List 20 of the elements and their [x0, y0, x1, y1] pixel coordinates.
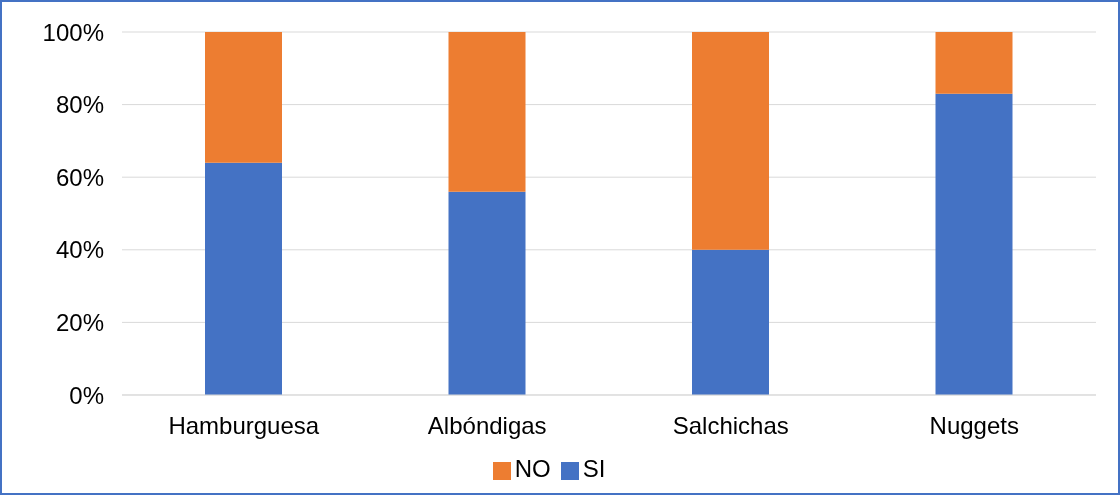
- bar: [205, 162, 282, 395]
- bar: [935, 93, 1013, 395]
- x-tick-label: Albóndigas: [427, 412, 547, 440]
- bar: [205, 32, 282, 163]
- bar: [692, 32, 769, 250]
- y-tick-label: 40%: [55, 236, 104, 264]
- bar: [448, 191, 526, 395]
- bar: [692, 249, 769, 395]
- y-tick-label: 80%: [55, 91, 104, 119]
- y-tick-label: 60%: [55, 163, 104, 191]
- bar: [935, 32, 1013, 94]
- bar: [448, 32, 526, 192]
- y-tick-label: 100%: [42, 18, 104, 46]
- legend-label: SI: [582, 455, 606, 482]
- legend-label: NO: [514, 455, 551, 482]
- y-tick-label: 20%: [55, 308, 104, 336]
- x-tick-label: Nuggets: [929, 412, 1019, 440]
- x-tick-label: Salchichas: [672, 412, 789, 440]
- x-tick-label: Hamburguesa: [168, 412, 320, 440]
- y-tick-label: 0%: [69, 381, 104, 409]
